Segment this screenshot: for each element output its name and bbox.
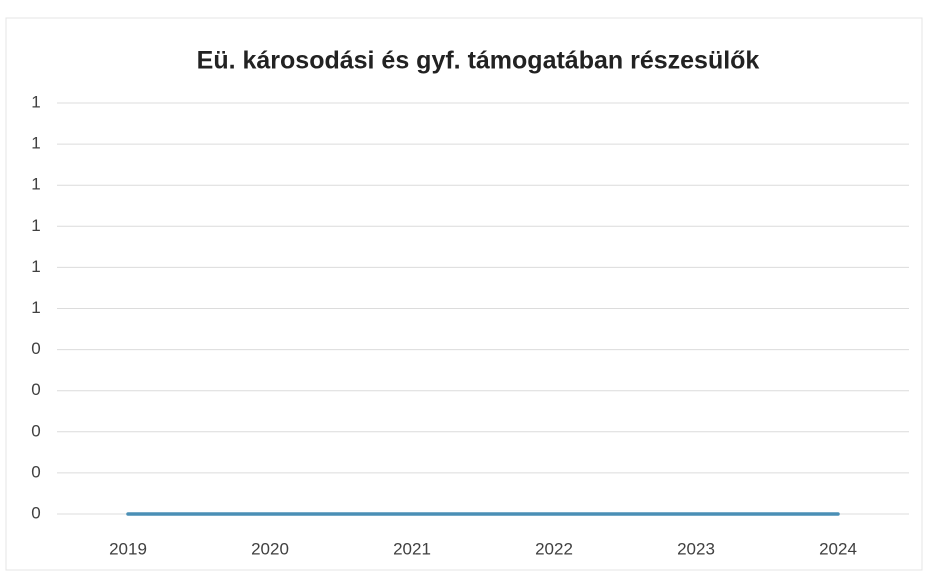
y-tick-label: 0 [31,421,40,440]
x-tick-label: 2024 [819,539,857,558]
y-tick-label: 0 [31,380,40,399]
chart-title: Eü. károsodási és gyf. támogatában része… [197,47,760,75]
y-tick-label: 1 [31,257,40,276]
x-tick-label: 2019 [109,539,147,558]
y-tick-label: 1 [31,175,40,194]
x-tick-label: 2020 [251,539,289,558]
x-tick-label: 2023 [677,539,715,558]
chart-frame [5,17,923,571]
y-tick-label: 0 [31,503,40,522]
y-tick-label: 0 [31,339,40,358]
x-tick-label: 2021 [393,539,431,558]
y-tick-label: 1 [31,216,40,235]
y-tick-label: 1 [31,134,40,153]
y-tick-label: 0 [31,462,40,481]
y-tick-label: 1 [31,298,40,317]
x-tick-label: 2022 [535,539,573,558]
y-tick-label: 1 [31,92,40,111]
